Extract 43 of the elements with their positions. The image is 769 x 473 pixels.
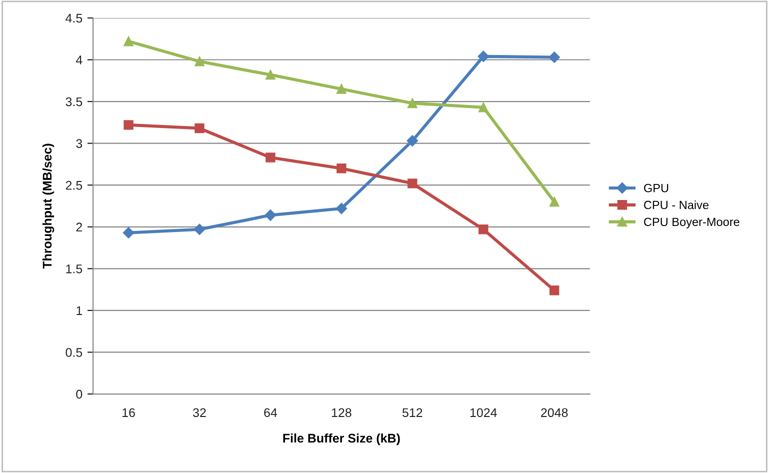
point xyxy=(478,102,488,112)
y-tick-label: 4 xyxy=(76,56,82,64)
point xyxy=(478,50,489,62)
point xyxy=(122,227,134,238)
legend-label: CPU - Naive xyxy=(644,200,709,210)
x-tick-label: 2048 xyxy=(541,408,568,418)
point xyxy=(194,224,206,235)
point xyxy=(124,120,134,130)
point xyxy=(336,164,346,174)
point xyxy=(266,152,276,162)
x-axis-title: File Buffer Size (kB) xyxy=(283,433,400,446)
x-tick-label: 32 xyxy=(193,408,206,418)
legend-label: GPU xyxy=(644,184,668,192)
y-tick-label: 1.5 xyxy=(66,264,82,274)
point xyxy=(194,56,204,66)
point xyxy=(478,224,488,234)
y-tick-label: 2 xyxy=(76,222,82,232)
point xyxy=(124,36,134,46)
x-tick-label: 16 xyxy=(122,408,135,418)
y-tick-label: 0.5 xyxy=(66,348,82,357)
y-axis-title: Throughput (MB/sec) xyxy=(42,144,54,269)
point xyxy=(408,178,418,188)
point xyxy=(194,123,204,134)
point xyxy=(264,210,276,221)
point xyxy=(408,98,418,108)
x-tick-label: 128 xyxy=(332,408,352,418)
y-tick-label: 1 xyxy=(76,306,82,315)
y-tick-label: 3.5 xyxy=(66,97,82,106)
x-tick-label: 64 xyxy=(264,408,278,418)
point xyxy=(548,52,560,63)
y-tick-label: 2.5 xyxy=(66,180,82,190)
x-tick-label: 1024 xyxy=(470,408,497,418)
y-tick-label: 3 xyxy=(76,139,82,148)
y-tick-label: 0 xyxy=(76,390,82,399)
point xyxy=(549,196,560,207)
x-tick-label: 512 xyxy=(402,408,422,418)
y-tick-label: 4.5 xyxy=(66,14,82,23)
point xyxy=(549,286,560,296)
point xyxy=(406,135,418,146)
point xyxy=(336,84,346,94)
legend-label: CPU Boyer-Moore xyxy=(644,218,740,228)
point xyxy=(336,202,348,214)
point xyxy=(266,70,276,80)
